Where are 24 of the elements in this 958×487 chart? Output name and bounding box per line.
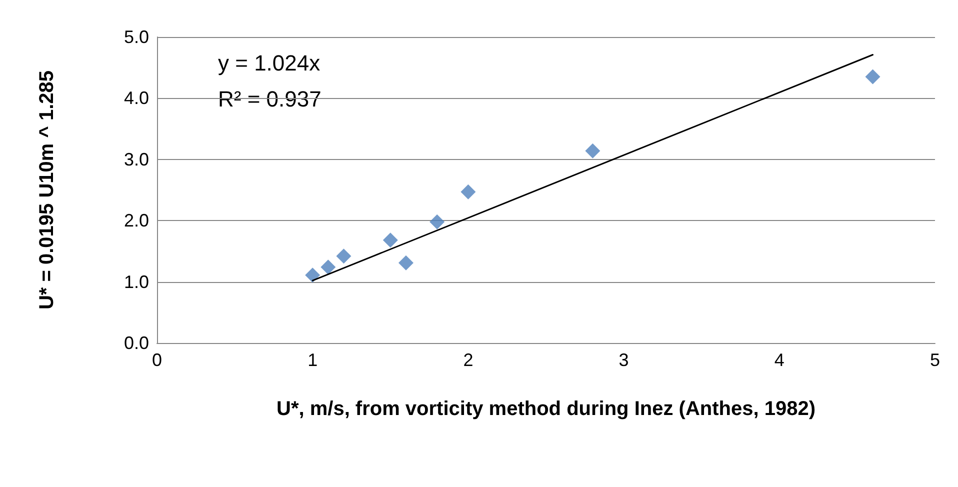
y-tick-label: 0.0	[124, 333, 149, 353]
point	[305, 268, 320, 283]
x-axis-title: U*, m/s, from vorticity method during Inez (Anthes, 1982)	[276, 398, 816, 420]
point	[382, 232, 398, 248]
y-axis-title: U* = 0.0195 U10m ^ 1.285	[36, 70, 58, 310]
point	[430, 214, 445, 230]
point	[320, 260, 336, 275]
y-tick-label: 3.0	[124, 149, 149, 170]
y-tick-label: 2.0	[124, 210, 149, 231]
y-tick-label: 1.0	[124, 272, 149, 292]
x-tick-label: 2	[463, 350, 474, 370]
x-tick-label: 1	[308, 350, 318, 370]
annotation: y = 1.024x	[218, 50, 320, 76]
x-tick-label: 5	[930, 350, 940, 370]
point	[585, 143, 600, 158]
x-tick-label: 3	[618, 350, 629, 370]
y-tick-label: 5.0	[124, 27, 149, 47]
y-tick-label: 4.0	[124, 88, 149, 108]
x-tick-label: 4	[774, 350, 784, 370]
point	[336, 248, 352, 264]
point	[865, 69, 880, 84]
x-tick-label: 0	[152, 350, 162, 370]
point	[460, 184, 476, 200]
point	[398, 255, 414, 270]
